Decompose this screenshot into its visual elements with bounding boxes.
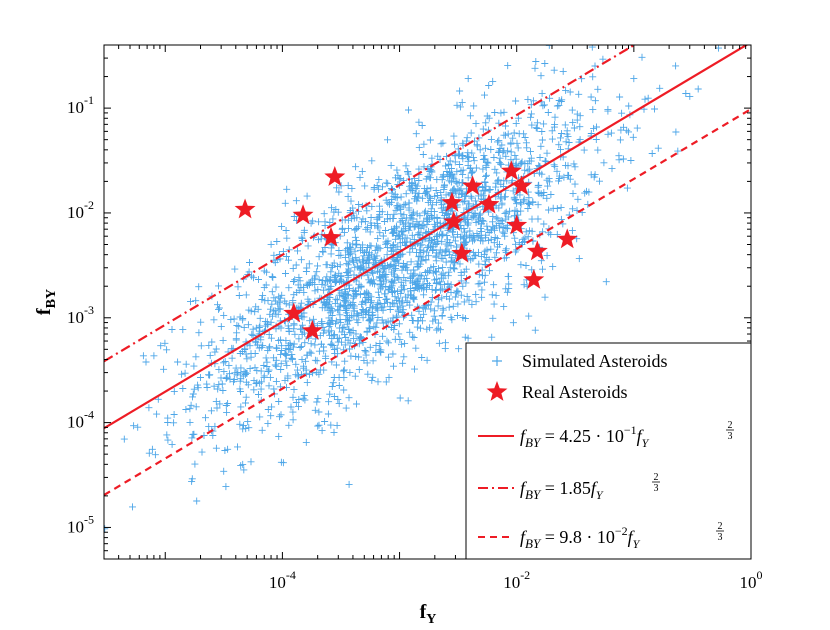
legend-entry-simulated: Simulated Asteroids <box>492 351 668 371</box>
x-tick-label: 10-4 <box>269 568 296 592</box>
real-asteroid-star-6 <box>301 319 323 340</box>
legend-solid-exp-num: 2 <box>728 420 733 431</box>
legend-entry-solid-line: fBY = 4.25 · 10−1fY 2 3 <box>478 420 734 450</box>
y-tick-label: 10-4 <box>67 408 94 432</box>
x-axis-title: fY <box>420 601 437 627</box>
x-tick-label: 100 <box>740 568 763 592</box>
y-tick-label: 10-2 <box>67 198 94 222</box>
real-asteroid-star-13 <box>451 242 473 263</box>
real-asteroid-star-1 <box>234 198 256 219</box>
legend-dashed-exp-num: 2 <box>718 521 723 532</box>
fit-line-solid <box>104 45 749 430</box>
real-asteroid-star-17 <box>556 228 578 249</box>
real-asteroids-series <box>234 160 578 340</box>
legend-dashdot-exp-num: 2 <box>654 472 659 483</box>
real-asteroid-star-15 <box>526 240 548 261</box>
real-asteroid-star-9 <box>478 193 500 214</box>
real-asteroid-star-3 <box>324 166 346 186</box>
legend-entry-real: Real Asteroids <box>486 381 628 402</box>
legend-dashed-exp-den: 3 <box>718 532 723 543</box>
legend-label-dashed: fBY = 9.8 · 10−2fY <box>520 524 641 551</box>
y-axis-title: fBY <box>33 289 59 315</box>
legend-entry-dashed-line: fBY = 9.8 · 10−2fY 2 3 <box>478 521 724 551</box>
fit-line-dashdot <box>104 45 637 363</box>
y-tick-label: 10-5 <box>67 512 94 536</box>
real-asteroid-star-4 <box>320 226 342 247</box>
legend-label-dashdot: fBY = 1.85fY <box>520 478 604 502</box>
fit-lines <box>104 45 751 496</box>
x-tick-label: 10-2 <box>503 568 530 592</box>
legend: Simulated Asteroids Real Asteroids fBY =… <box>465 342 752 560</box>
legend-box <box>465 342 752 560</box>
real-asteroid-star-8 <box>462 175 484 196</box>
real-asteroid-star-14 <box>506 214 528 235</box>
y-tick-label: 10-3 <box>67 303 94 327</box>
real-asteroid-star-10 <box>500 160 522 181</box>
real-asteroid-star-2 <box>292 204 314 225</box>
real-asteroid-star-7 <box>441 191 463 212</box>
legend-plus-marker <box>492 356 502 366</box>
fit-line-dashed <box>104 108 751 496</box>
legend-label-solid: fBY = 4.25 · 10−1fY <box>520 423 650 450</box>
legend-star-marker <box>486 381 508 401</box>
legend-entry-dashdot-line: fBY = 1.85fY 2 3 <box>478 472 660 502</box>
y-tick-label: 10-1 <box>67 93 94 117</box>
legend-label-simulated: Simulated Asteroids <box>522 351 668 371</box>
plot-frame <box>103 44 752 560</box>
legend-label-real: Real Asteroids <box>522 382 628 402</box>
real-asteroid-star-16 <box>523 268 545 289</box>
legend-dashdot-exp-den: 3 <box>654 483 659 494</box>
real-asteroid-star-11 <box>511 175 533 196</box>
real-asteroid-star-12 <box>443 210 465 231</box>
legend-solid-exp-den: 3 <box>728 431 733 442</box>
real-asteroid-star-5 <box>283 302 305 323</box>
